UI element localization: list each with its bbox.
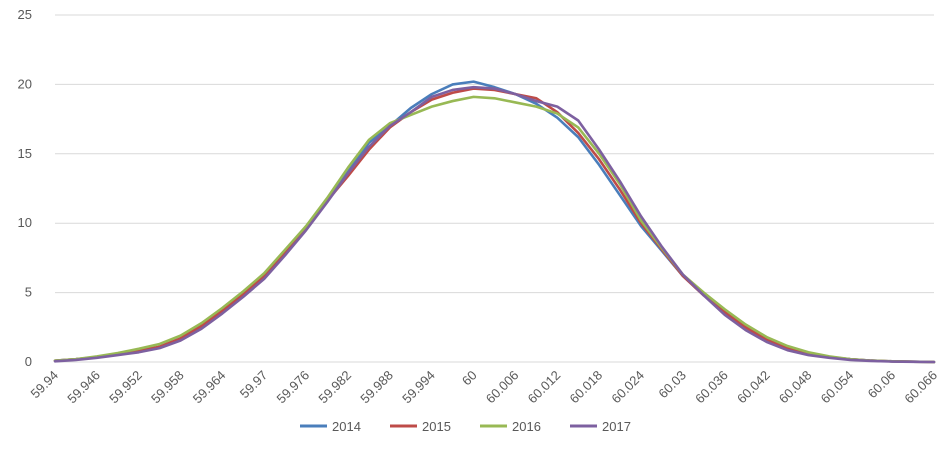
x-tick-label: 60.024 [608,368,647,407]
x-tick-label: 59.994 [399,368,438,407]
x-tick-label: 60.036 [692,368,731,407]
y-tick-label: 25 [18,7,32,22]
x-tick-label: 59.94 [28,368,62,402]
legend: 2014 2015 2016 2017 [300,419,631,434]
legend-label-2014: 2014 [332,419,361,434]
legend-label-2017: 2017 [602,419,631,434]
x-tick-label: 60.042 [734,368,773,407]
series-lines [53,80,936,364]
x-tick-label: 59.946 [64,368,103,407]
x-tick-label: 60.018 [567,368,606,407]
y-tick-label: 20 [18,76,32,91]
x-tick-label: 59.982 [315,368,354,407]
legend-label-2016: 2016 [512,419,541,434]
x-tick-label: 60.06 [865,368,899,402]
x-tick-label: 60.006 [483,368,522,407]
x-tick-label: 60.03 [655,368,689,402]
x-tick-label: 60.012 [525,368,564,407]
x-tick-label: 60.048 [776,368,815,407]
legend-label-2015: 2015 [422,419,451,434]
y-tick-label: 10 [18,215,32,230]
y-axis-ticks: 0 5 10 15 20 25 [18,7,32,369]
x-tick-label: 60 [459,368,480,389]
x-tick-label: 60.054 [818,368,857,407]
x-tick-label: 59.988 [357,368,396,407]
x-axis-ticks: 59.94 59.946 59.952 59.958 59.964 59.97 59.976… [28,368,940,407]
series-line-2015 [53,87,936,364]
x-tick-label: 59.958 [148,368,187,407]
gridlines [55,14,934,363]
y-tick-label: 5 [25,285,32,300]
y-tick-label: 0 [25,354,32,369]
x-tick-label: 60.066 [901,368,940,407]
y-tick-label: 15 [18,146,32,161]
x-tick-label: 59.976 [274,368,313,407]
series-line-2014 [53,80,936,364]
series-line-2016 [53,95,936,364]
x-tick-label: 59.964 [190,368,229,407]
series-line-2017 [53,85,936,364]
x-tick-label: 59.97 [237,368,271,402]
x-tick-label: 59.952 [106,368,145,407]
